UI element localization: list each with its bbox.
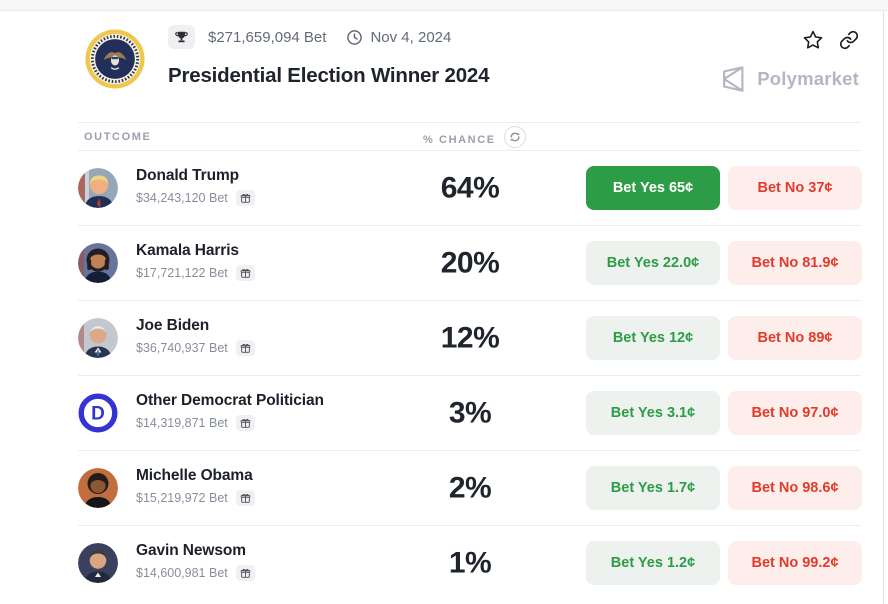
candidate-name: Gavin Newsom (136, 542, 246, 559)
market-stats-row: $271,659,094 Bet Nov 4, 2024 (168, 25, 489, 49)
candidate-avatar (78, 168, 118, 208)
chance-column-header-group: % CHANCE (423, 125, 526, 148)
bet-no-button[interactable]: Bet No 99.2¢ (728, 541, 862, 585)
bet-yes-button[interactable]: Bet Yes 12¢ (586, 316, 720, 360)
favorite-star-button[interactable] (802, 29, 824, 51)
candidate-bet-volume: $14,600,981 Bet (136, 566, 228, 580)
copy-link-button[interactable] (839, 29, 859, 51)
outcome-row-donald-trump[interactable]: Donald Trump $34,243,120 Bet 64% Bet Yes… (0, 151, 883, 226)
bet-no-button[interactable]: Bet No 89¢ (728, 316, 862, 360)
chance-column-header: % CHANCE (423, 133, 496, 146)
header-right: Polymarket (718, 25, 859, 122)
market-header: $271,659,094 Bet Nov 4, 2024 Presidentia… (0, 11, 883, 122)
outcome-row-gavin-newsom[interactable]: Gavin Newsom $14,600,981 Bet 1% Bet Yes … (0, 526, 883, 601)
kamala-harris-photo (78, 243, 118, 283)
bet-yes-button[interactable]: Bet Yes 1.2¢ (586, 541, 720, 585)
bet-yes-button[interactable]: Bet Yes 3.1¢ (586, 391, 720, 435)
gift-icon (235, 565, 255, 581)
bet-no-button[interactable]: Bet No 98.6¢ (728, 466, 862, 510)
bet-no-button[interactable]: Bet No 81.9¢ (728, 241, 862, 285)
star-icon (803, 30, 823, 49)
gift-icon (235, 190, 255, 206)
polymarket-embed-widget: $271,659,094 Bet Nov 4, 2024 Presidentia… (0, 11, 884, 604)
candidate-avatar (78, 543, 118, 583)
candidate-info: Joe Biden $36,740,937 Bet (136, 317, 255, 356)
bet-no-button[interactable]: Bet No 37¢ (728, 166, 862, 210)
chance-value: 64% (440, 170, 500, 204)
candidate-info: Other Democrat Politician $14,319,871 Be… (136, 392, 324, 431)
candidate-avatar: D (78, 393, 118, 433)
refresh-button[interactable] (503, 126, 526, 148)
joe-biden-photo (78, 318, 118, 358)
polymarket-brand-name: Polymarket (757, 68, 859, 89)
chance-value: 20% (440, 245, 500, 279)
page-top-strip (0, 0, 888, 11)
candidate-avatar (78, 468, 118, 508)
gavin-newsom-photo (78, 543, 118, 583)
candidate-bet-volume: $15,219,972 Bet (136, 491, 228, 505)
svg-text:D: D (91, 404, 105, 425)
candidate-name: Other Democrat Politician (136, 392, 324, 409)
presidential-seal-icon (85, 29, 145, 89)
candidate-bet-volume: $14,319,871 Bet (136, 416, 228, 430)
candidate-bet-volume: $34,243,120 Bet (136, 191, 228, 205)
gift-icon (235, 340, 255, 356)
candidate-avatar (78, 243, 118, 283)
candidate-avatar (78, 318, 118, 358)
chance-value: 3% (448, 395, 492, 429)
gift-icon (235, 265, 255, 281)
link-icon (839, 30, 859, 50)
candidate-info: Gavin Newsom $14,600,981 Bet (136, 542, 255, 581)
trophy-badge (168, 25, 195, 49)
bet-yes-button[interactable]: Bet Yes 22.0¢ (586, 241, 720, 285)
outcome-row-michelle-obama[interactable]: Michelle Obama $15,219,972 Bet 2% Bet Ye… (0, 451, 883, 526)
header-action-icons (802, 29, 859, 51)
outcome-row-other-democrat[interactable]: D Other Democrat Politician $14,319,871 … (0, 376, 883, 451)
chance-value: 12% (440, 320, 500, 354)
clock-icon (346, 29, 363, 46)
outcome-column-header: OUTCOME (84, 131, 152, 143)
header-main: $271,659,094 Bet Nov 4, 2024 Presidentia… (168, 25, 490, 122)
market-title[interactable]: Presidential Election Winner 2024 (168, 64, 490, 87)
candidate-bet-volume: $36,740,937 Bet (136, 341, 228, 355)
michelle-obama-photo (78, 468, 118, 508)
candidate-bet-volume: $17,721,122 Bet (136, 266, 228, 280)
democrat-party-logo: D (78, 393, 118, 433)
bet-yes-button[interactable]: Bet Yes 1.7¢ (586, 466, 720, 510)
total-bet-volume: $271,659,094 Bet (208, 28, 327, 46)
outcome-row-joe-biden[interactable]: Joe Biden $36,740,937 Bet 12% Bet Yes 12… (0, 301, 883, 376)
gift-icon (235, 415, 255, 431)
candidate-info: Kamala Harris $17,721,122 Bet (136, 242, 255, 281)
polymarket-logo-icon (723, 66, 744, 92)
candidate-name: Joe Biden (136, 317, 210, 334)
market-image-presidential-seal (84, 28, 146, 90)
outcome-table-header: OUTCOME % CHANCE (0, 122, 883, 151)
refresh-icon (510, 132, 520, 142)
candidate-info: Donald Trump $34,243,120 Bet (136, 167, 255, 206)
trophy-icon (175, 31, 188, 42)
outcome-row-kamala-harris[interactable]: Kamala Harris $17,721,122 Bet 20% Bet Ye… (0, 226, 883, 301)
bet-yes-button[interactable]: Bet Yes 65¢ (586, 166, 720, 210)
candidate-name: Kamala Harris (136, 242, 239, 259)
chance-value: 1% (448, 545, 492, 579)
chance-value: 2% (448, 470, 492, 504)
market-end-date: Nov 4, 2024 (370, 28, 452, 46)
candidate-name: Donald Trump (136, 167, 239, 184)
gift-icon (235, 490, 255, 506)
polymarket-brand-link[interactable]: Polymarket (718, 64, 859, 94)
bet-no-button[interactable]: Bet No 97.0¢ (728, 391, 862, 435)
donald-trump-photo (78, 168, 118, 208)
candidate-info: Michelle Obama $15,219,972 Bet (136, 467, 255, 506)
candidate-name: Michelle Obama (136, 467, 253, 484)
